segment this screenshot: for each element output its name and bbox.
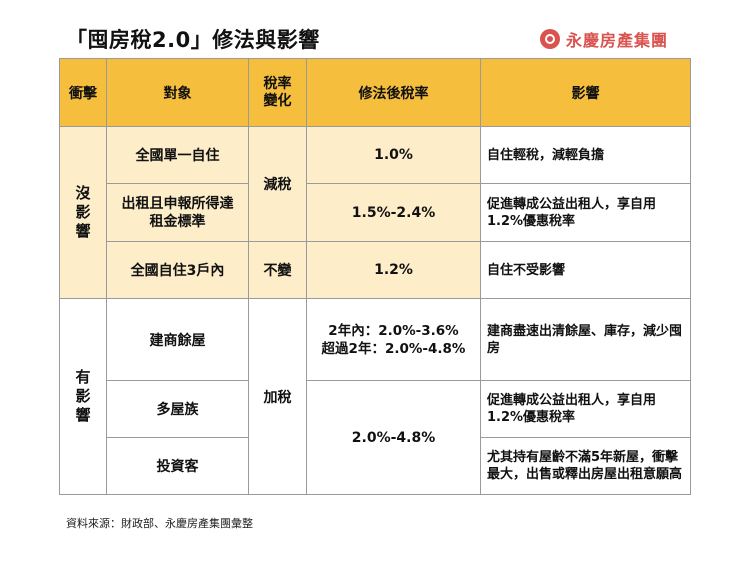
target-cell: 全國單一自住 (106, 126, 249, 184)
table-row: 全國自住3戶內 不變 1.2% 自住不受影響 (60, 241, 691, 299)
table-row: 投資客 尤其持有屋齡不滿5年新屋，衝擊最大，出售或釋出房屋出租意願高 (60, 437, 691, 495)
rate-cell: 2.0%-4.8% (306, 380, 481, 495)
table-row: 多屋族 2.0%-4.8% 促進轉成公益出租人，享自用1.2%優惠稅率 (60, 380, 691, 495)
header-target: 對象 (106, 58, 249, 127)
tax-change-increase: 加稅 (248, 298, 307, 495)
rate-cell: 2年內：2.0%-3.6% 超過2年：2.0%-4.8% (306, 298, 481, 381)
rate-cell: 1.0% (306, 126, 481, 184)
effect-cell: 自住不受影響 (480, 241, 691, 299)
rate-cell: 1.2% (306, 241, 481, 299)
source-note: 資料來源：財政部、永慶房產集團彙整 (66, 517, 253, 530)
brand-logo-icon (540, 29, 560, 49)
effect-cell: 建商盡速出清餘屋、庫存，減少囤房 (480, 298, 691, 381)
target-cell: 多屋族 (106, 380, 249, 438)
header-tax-change: 稅率變化 (248, 58, 307, 127)
target-cell: 全國自住3戶內 (106, 241, 249, 299)
table-row: 沒影響 全國單一自住 減稅 1.0% 自住輕稅，減輕負擔 (59, 126, 691, 299)
target-cell: 出租且申報所得達租金標準 (106, 183, 249, 242)
table-header-row: 衝擊 對象 稅率變化 修法後稅率 影響 (59, 58, 691, 127)
header-effect: 影響 (480, 58, 691, 127)
tax-table: 衝擊 對象 稅率變化 修法後稅率 影響 沒影響 全國單一自住 減稅 1.0% 自… (59, 58, 691, 495)
impact-group-none: 沒影響 (59, 126, 107, 299)
tax-change-unchanged: 不變 (248, 241, 307, 299)
brand-name: 永慶房產集團 (566, 31, 669, 50)
target-cell: 建商餘屋 (106, 298, 249, 381)
effect-cell: 自住輕稅，減輕負擔 (480, 126, 691, 184)
header-new-rate: 修法後稅率 (306, 58, 481, 127)
tax-change-decrease: 減稅 (248, 126, 307, 242)
rate-cell: 1.5%-2.4% (306, 183, 481, 242)
brand-logo: 永慶房產集團 (540, 27, 668, 51)
page-title: 「囤房稅2.0」修法與影響 (66, 28, 320, 52)
table-row: 有影響 建商餘屋 加稅 2年內：2.0%-3.6% 超過2年：2.0%-4.8%… (59, 298, 691, 495)
header-impact: 衝擊 (59, 58, 107, 127)
impact-group-affected: 有影響 (59, 298, 107, 495)
effect-cell: 尤其持有屋齡不滿5年新屋，衝擊最大，出售或釋出房屋出租意願高 (480, 437, 691, 495)
effect-cell: 促進轉成公益出租人，享自用1.2%優惠稅率 (480, 183, 691, 242)
target-cell: 投資客 (106, 437, 249, 495)
table-row: 出租且申報所得達租金標準 1.5%-2.4% 促進轉成公益出租人，享自用1.2%… (60, 183, 691, 242)
effect-cell: 促進轉成公益出租人，享自用1.2%優惠稅率 (480, 380, 691, 438)
